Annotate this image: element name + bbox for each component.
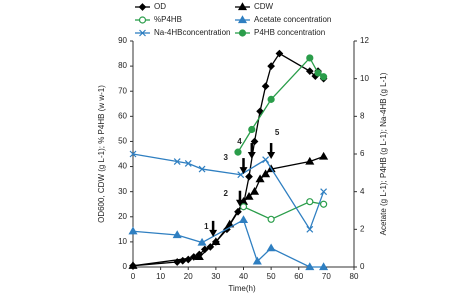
legend-label: P4HB concentration bbox=[254, 28, 325, 37]
marker bbox=[319, 151, 329, 160]
marker bbox=[305, 156, 315, 165]
marker bbox=[306, 54, 314, 62]
marker bbox=[267, 62, 275, 70]
marker bbox=[211, 237, 221, 245]
marker bbox=[197, 237, 207, 246]
x-tick-label: 20 bbox=[184, 272, 193, 281]
y-tick-label: 0 bbox=[123, 262, 128, 271]
annotation: 4 bbox=[237, 137, 242, 146]
x-tick-label: 30 bbox=[211, 272, 220, 281]
legend-label: OD bbox=[154, 2, 166, 11]
marker bbox=[320, 73, 328, 81]
marker bbox=[244, 191, 254, 200]
y-tick-label: 10 bbox=[118, 237, 127, 246]
x-tick-label: 40 bbox=[239, 272, 248, 281]
marker bbox=[320, 200, 328, 208]
legend-label: Na-4HBconcentration bbox=[154, 28, 230, 37]
y-axis-label: OD600, CDW (g L-1); % P4HB (w w-1) bbox=[97, 85, 106, 223]
marker bbox=[305, 262, 315, 271]
marker bbox=[255, 174, 265, 183]
marker bbox=[266, 243, 276, 252]
marker bbox=[250, 186, 260, 195]
y2-tick-label: 6 bbox=[360, 149, 365, 158]
annotation: 3 bbox=[223, 153, 228, 162]
legend-label: Acetate concentration bbox=[254, 15, 331, 24]
marker bbox=[128, 261, 138, 269]
annotation: 1 bbox=[204, 222, 209, 231]
marker bbox=[267, 215, 275, 223]
series-line bbox=[132, 153, 325, 231]
marker bbox=[129, 150, 137, 158]
arrow-head bbox=[209, 229, 218, 237]
marker bbox=[250, 137, 259, 146]
marker bbox=[198, 165, 206, 173]
marker bbox=[189, 253, 198, 261]
annotation: 5 bbox=[275, 128, 280, 137]
marker bbox=[252, 256, 262, 265]
marker bbox=[237, 2, 248, 11]
x-tick-label: 80 bbox=[350, 272, 359, 281]
y-tick-label: 60 bbox=[118, 111, 127, 120]
x-tick-label: 60 bbox=[294, 272, 303, 281]
y-tick-label: 70 bbox=[118, 86, 127, 95]
marker bbox=[238, 29, 247, 37]
annotation: 2 bbox=[223, 189, 228, 198]
series-line bbox=[132, 218, 324, 268]
marker bbox=[306, 198, 314, 206]
x-tick-label: 50 bbox=[267, 272, 276, 281]
x-tick-label: 70 bbox=[322, 272, 331, 281]
marker bbox=[238, 215, 249, 224]
marker bbox=[305, 67, 314, 75]
arrow-head bbox=[235, 199, 244, 207]
marker bbox=[234, 148, 242, 156]
y2-tick-label: 4 bbox=[360, 187, 365, 196]
marker bbox=[139, 29, 146, 37]
y2-tick-label: 12 bbox=[360, 36, 369, 45]
marker bbox=[138, 16, 147, 24]
marker bbox=[267, 95, 275, 103]
y-tick-label: 30 bbox=[118, 187, 127, 196]
x-tick-label: 0 bbox=[131, 272, 136, 281]
marker bbox=[173, 158, 181, 165]
marker bbox=[261, 169, 271, 178]
marker bbox=[320, 188, 328, 196]
marker bbox=[262, 156, 270, 164]
y2-tick-label: 0 bbox=[360, 262, 365, 271]
marker bbox=[138, 3, 147, 11]
marker bbox=[194, 252, 204, 261]
marker bbox=[239, 203, 248, 211]
marker bbox=[248, 125, 256, 134]
y-tick-label: 40 bbox=[118, 162, 127, 171]
marker bbox=[237, 15, 248, 24]
marker bbox=[314, 69, 322, 77]
series-line bbox=[243, 201, 324, 221]
marker bbox=[245, 172, 253, 181]
marker bbox=[172, 230, 182, 239]
marker bbox=[128, 226, 138, 235]
marker bbox=[275, 49, 284, 58]
legend-label: CDW bbox=[254, 2, 274, 11]
y2-tick-label: 10 bbox=[360, 74, 369, 83]
marker bbox=[319, 262, 329, 271]
y2-tick-label: 8 bbox=[360, 111, 365, 120]
marker bbox=[261, 82, 270, 91]
arrow-head bbox=[239, 167, 248, 175]
y2-axis-label: Acetate (g L-1); P4HB (g L-1); Na-4HB (g… bbox=[379, 72, 388, 235]
y-tick-label: 90 bbox=[118, 36, 127, 45]
marker bbox=[256, 107, 264, 116]
y-tick-label: 20 bbox=[118, 212, 127, 221]
arrow-head bbox=[267, 152, 276, 160]
arrow-head bbox=[247, 152, 256, 160]
y2-tick-label: 2 bbox=[360, 224, 365, 233]
y-tick-label: 80 bbox=[118, 61, 127, 70]
legend-label: %P4HB bbox=[154, 15, 182, 24]
marker bbox=[184, 159, 192, 167]
x-axis-label: Time(h) bbox=[228, 284, 256, 293]
y-tick-label: 50 bbox=[118, 137, 127, 146]
x-tick-label: 10 bbox=[156, 272, 165, 281]
marker bbox=[306, 225, 314, 233]
